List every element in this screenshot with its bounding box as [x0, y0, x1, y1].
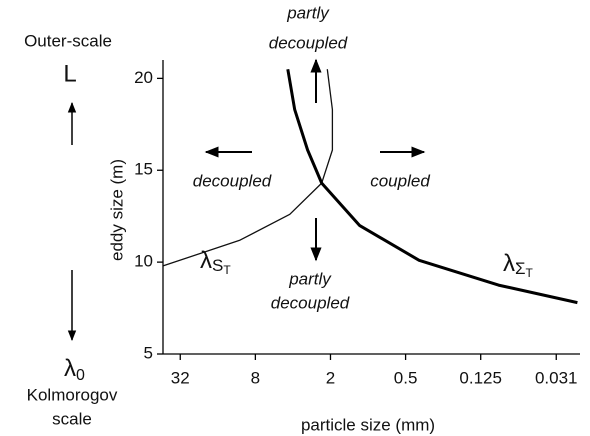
x-tick-label: 0.031 — [535, 368, 578, 387]
series-line — [163, 69, 334, 267]
y-tick-label: 20 — [134, 68, 153, 87]
x-tick-label: 32 — [171, 368, 190, 387]
series-label: λΣT — [503, 250, 534, 280]
y-tick-label: 5 — [144, 343, 153, 362]
series-label: λST — [200, 247, 231, 277]
x-tick-label: 0.5 — [394, 368, 418, 387]
series-label-subsub: T — [223, 263, 231, 277]
y-tick-label: 15 — [134, 160, 153, 179]
x-axis-label: particle size (mm) — [301, 415, 435, 434]
annotation: decoupled — [269, 33, 348, 52]
kolmogorov-symbol-main: λ — [64, 355, 76, 382]
kolmogorov-label: scale — [52, 409, 92, 428]
series-label-sub: S — [212, 256, 223, 275]
kolmogorov-symbol-sub: 0 — [76, 367, 85, 384]
series-label-sub: Σ — [515, 259, 526, 278]
x-tick-label: 2 — [326, 368, 335, 387]
annotation: decoupled — [271, 293, 350, 312]
annotation: partly — [286, 3, 330, 22]
outer-scale-symbol: L — [63, 60, 76, 87]
series-label-subsub: T — [526, 266, 534, 280]
annotation: partly — [288, 269, 332, 288]
kolmogorov-symbol: λ0 — [64, 355, 85, 384]
x-tick-label: 0.125 — [459, 368, 502, 387]
series-line — [286, 68, 578, 305]
annotation: decoupled — [193, 171, 272, 190]
kolmogorov-label: Kolmorogov — [27, 385, 118, 404]
annotation: coupled — [370, 171, 430, 190]
y-axis-label: eddy size (m) — [107, 159, 126, 261]
series-label-main: λ — [503, 250, 515, 277]
series-label-main: λ — [200, 247, 212, 274]
outer-scale-label: Outer-scale — [24, 31, 112, 50]
x-tick-label: 8 — [251, 368, 260, 387]
y-tick-label: 10 — [134, 252, 153, 271]
